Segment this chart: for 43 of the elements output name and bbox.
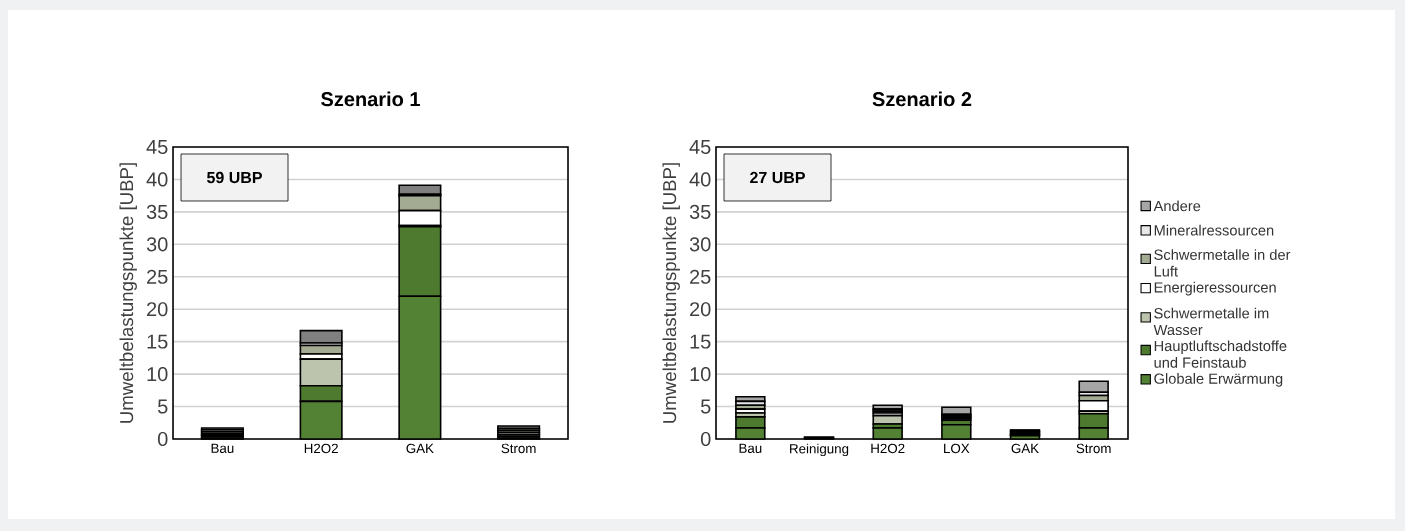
x-tick-label: Reinigung <box>790 443 849 457</box>
y-tick-label: 45 <box>689 140 711 154</box>
legend-label: Schwermetalle in der Luft <box>1154 249 1291 277</box>
x-tick-label: H2O2 <box>304 443 338 454</box>
legend-label: Schwermetalle im Wasser <box>1153 307 1269 336</box>
y-tick-label: 15 <box>147 334 168 349</box>
legend-label: Andere <box>1153 200 1201 212</box>
x-tick-label: Strom <box>1076 443 1111 454</box>
annotation: 59 UBP <box>207 171 262 184</box>
x-tick-label: Bau <box>739 443 762 453</box>
y-tick-label: 35 <box>146 204 168 219</box>
y-tick-label: 0 <box>157 431 168 447</box>
y-tick-label: 45 <box>146 140 168 154</box>
legend-label: Mineralressourcen <box>1154 224 1274 236</box>
x-tick-label: GAK <box>406 443 434 454</box>
y-tick-label: 10 <box>147 367 168 382</box>
y-tick-label: 40 <box>689 172 711 187</box>
y-tick-label: 20 <box>147 302 168 317</box>
y-tick-label: 5 <box>157 399 168 414</box>
y-tick-label: 40 <box>146 172 168 187</box>
chart-title: Szenario 2 <box>872 91 972 107</box>
y-tick-label: 10 <box>690 367 711 382</box>
annotation: 27 UBP <box>750 171 805 184</box>
legend-label: Energieressourcen <box>1154 281 1276 296</box>
y-tick-label: 5 <box>700 399 711 414</box>
x-tick-label: LOX <box>944 443 970 454</box>
y-axis-title: Umweltbelastungspunkte [UBP] <box>119 163 137 423</box>
x-tick-label: GAK <box>1011 443 1039 454</box>
y-tick-label: 30 <box>689 237 711 252</box>
chart-title: Szenario 1 <box>321 91 420 107</box>
legend-label: Globale Erwärmung <box>1154 373 1283 387</box>
y-tick-label: 20 <box>690 302 711 317</box>
x-tick-label: H2O2 <box>871 443 905 454</box>
y-tick-label: 25 <box>147 269 168 284</box>
y-axis-title: Umweltbelastungspunkte [UBP] <box>662 163 680 423</box>
legend-label: Hauptluftschadstoffe und Feinstaub <box>1154 340 1287 368</box>
y-tick-label: 25 <box>690 269 711 284</box>
y-tick-label: 35 <box>689 204 711 219</box>
x-tick-label: Bau <box>211 443 234 453</box>
y-tick-label: 15 <box>690 334 711 349</box>
y-tick-label: 0 <box>700 431 711 447</box>
y-tick-label: 30 <box>146 237 168 252</box>
x-tick-label: Strom <box>501 443 536 454</box>
